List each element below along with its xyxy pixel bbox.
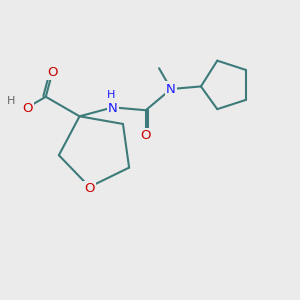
Text: N: N — [166, 82, 176, 95]
Text: O: O — [47, 66, 58, 79]
Text: N: N — [108, 102, 118, 116]
Text: O: O — [140, 129, 151, 142]
Text: H: H — [7, 96, 15, 106]
Text: O: O — [22, 101, 33, 115]
Text: O: O — [84, 182, 95, 195]
Text: H: H — [107, 90, 116, 100]
